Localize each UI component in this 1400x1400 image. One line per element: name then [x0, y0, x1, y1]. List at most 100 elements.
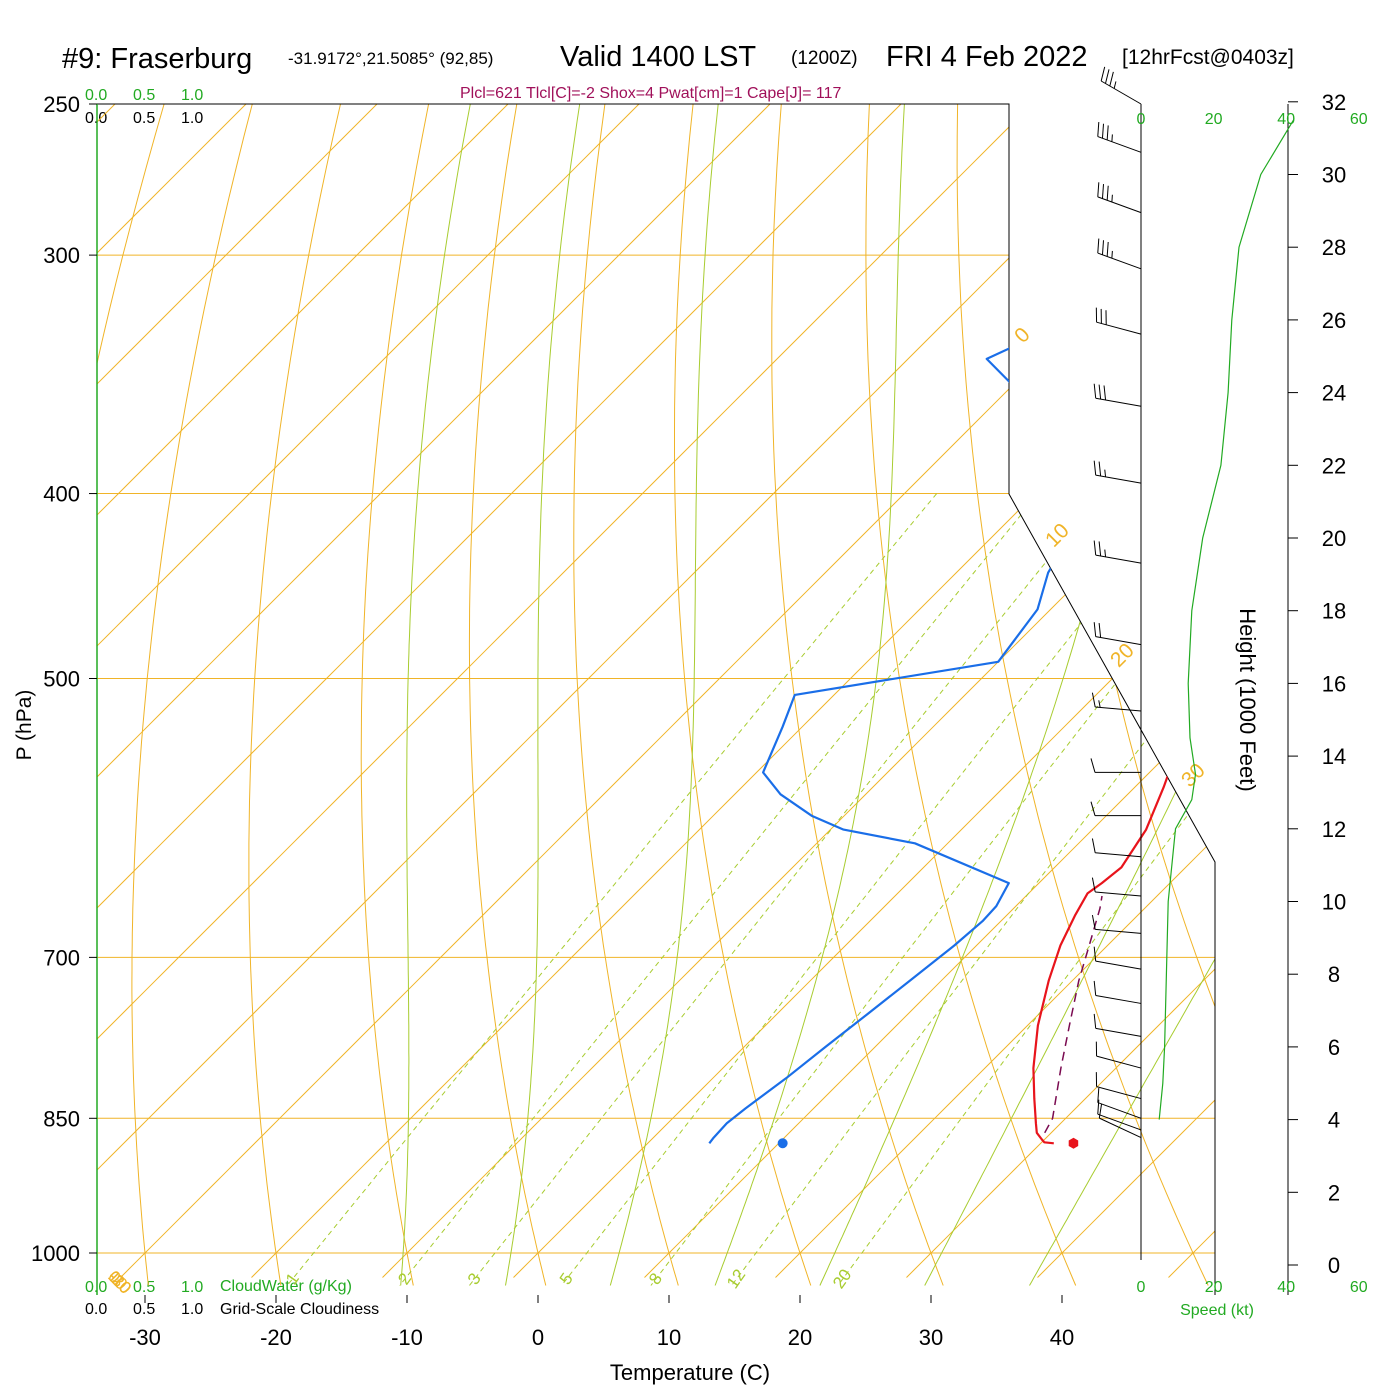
x-tick-label: 0	[532, 1325, 544, 1350]
isotherm-line	[906, 104, 1215, 1278]
wind-barb-staff	[1095, 1027, 1142, 1037]
wind-barb-flag	[1098, 541, 1102, 557]
wind-barb-flag	[1093, 1013, 1097, 1029]
wind-barb-flag	[1091, 877, 1096, 893]
forecast-date: FRI 4 Feb 2022	[886, 41, 1088, 73]
wind-barb-flag	[1090, 801, 1096, 816]
isotherm-line	[97, 104, 1164, 1278]
mixing-ratio-line	[286, 493, 938, 1286]
background-lines	[97, 104, 1400, 1286]
wind-speed-tick-top: 40	[1277, 111, 1295, 128]
y-tick-label: 250	[43, 92, 80, 117]
wind-barb-flag	[1098, 461, 1102, 477]
wind-barb-flag	[1100, 66, 1106, 82]
height-tick-label: 6	[1328, 1035, 1340, 1060]
wind-barb-half-flag	[1098, 700, 1101, 708]
mixing-ratio-label: 3	[464, 1270, 485, 1289]
surface-temperature-marker	[1068, 1137, 1079, 1149]
x-tick-label: -30	[129, 1325, 161, 1350]
isotherm-line	[1037, 104, 1215, 1278]
wind-barb-half-flag	[1104, 469, 1107, 477]
height-tick-label: 32	[1322, 90, 1346, 115]
wind-barb-flag	[1091, 914, 1096, 930]
isotherm-line	[97, 104, 640, 1278]
wind-barb-flag	[1097, 1088, 1100, 1103]
wind-barb-flag	[1101, 240, 1105, 255]
height-axis-title: Height (1000 Feet)	[1235, 608, 1260, 791]
wind-barb	[1095, 1072, 1142, 1100]
sounding-indices: Plcl=621 Tlcl[C]=-2 Shox=4 Pwat[cm]=1 Ca…	[460, 85, 841, 102]
wind-barb-half-flag	[1111, 194, 1113, 203]
top-cloudwater-tick-1: 0.5	[133, 87, 155, 104]
wind-speed-tick-top: 60	[1350, 111, 1368, 128]
x-tick-label: -20	[260, 1325, 292, 1350]
isotherm-label-right: 20	[1106, 639, 1139, 672]
top-cloudiness-tick-2: 1.0	[181, 110, 203, 127]
wind-barb	[1090, 801, 1141, 817]
wind-barb	[1093, 946, 1142, 970]
top-cloudwater-tick-2: 1.0	[181, 87, 203, 104]
wind-barb-staff	[1096, 321, 1142, 335]
height-tick-label: 8	[1328, 962, 1340, 987]
moist-adiabat-line	[819, 104, 1162, 1286]
isotherm-line	[97, 104, 771, 1278]
dry-adiabat-line	[1045, 104, 1215, 1286]
dry-adiabat-line	[956, 104, 1209, 1286]
wind-speed-tick-bottom: 20	[1205, 1279, 1223, 1296]
dry-adiabat-line	[865, 104, 1077, 1286]
wind-barb-flag	[1101, 123, 1105, 139]
wind-barb-flag	[1090, 758, 1096, 773]
bottom-cloudiness-tick-0: 0.0	[85, 1301, 107, 1318]
y-axis-title: P (hPa)	[13, 690, 36, 761]
moist-adiabat-line	[714, 104, 905, 1286]
wind-barb-flag	[1091, 838, 1096, 853]
moist-adiabat-line	[609, 104, 719, 1286]
height-tick-label: 0	[1328, 1253, 1340, 1278]
wind-speed-line	[1158, 119, 1295, 1120]
wind-barb-staff	[1097, 196, 1142, 214]
wind-barb-flag	[1105, 69, 1110, 84]
mixing-ratio-line	[399, 493, 1039, 1286]
isotherm-line	[775, 104, 1215, 1278]
moist-adiabat-line	[505, 104, 581, 1286]
wind-barb-staff	[1097, 252, 1142, 270]
plot-frame	[97, 103, 1216, 1295]
wind-speed-tick-bottom: 40	[1277, 1279, 1295, 1296]
isotherm-line	[97, 104, 247, 1278]
height-tick-label: 30	[1322, 163, 1346, 188]
wind-barb-flag	[1098, 623, 1102, 638]
x-tick-label: -10	[391, 1325, 423, 1350]
wind-barb	[1091, 838, 1142, 858]
wind-speed-panel: 0246810121416182022242628303200202040406…	[1137, 90, 1368, 1296]
wind-barbs	[1090, 66, 1142, 1260]
bottom-cloudiness-tick-1: 0.5	[133, 1301, 155, 1318]
isotherm-line	[1300, 104, 1400, 1278]
wind-barb-flag	[1106, 185, 1109, 201]
x-tick-label: 30	[919, 1325, 943, 1350]
height-tick-label: 2	[1328, 1180, 1340, 1205]
bottom-cloudwater-tick-2: 1.0	[181, 1279, 203, 1296]
y-tick-label: 850	[43, 1106, 80, 1131]
wind-barb-half-flag	[1113, 81, 1117, 89]
wind-barb	[1100, 66, 1142, 105]
wind-barb	[1095, 1041, 1142, 1069]
cloudiness-label: Grid-Scale Cloudiness	[220, 1301, 379, 1318]
wind-speed-tick-top: 20	[1205, 111, 1223, 128]
wind-barb-flag	[1098, 1103, 1103, 1119]
wind-barb-flag	[1106, 241, 1109, 257]
wind-speed-tick-bottom: 0	[1137, 1279, 1146, 1296]
wind-barb	[1093, 1013, 1142, 1037]
bottom-cloudiness-tick-2: 1.0	[181, 1301, 203, 1318]
y-axis: 250 300 400 500 700 850 1000	[31, 92, 97, 1266]
x-axis: -30 -20 -10 0 10 20 30 40	[129, 1295, 1074, 1350]
mixing-ratio-label: 8	[645, 1270, 666, 1289]
y-tick-label: 500	[43, 667, 80, 692]
wind-barb	[1095, 307, 1142, 335]
wind-barb-staff	[1097, 1113, 1142, 1131]
temperature-line	[1032, 120, 1215, 1145]
wind-barb-staff	[1095, 397, 1142, 407]
mixing-ratio-label: 20	[829, 1266, 855, 1292]
surface-dewpoint-marker	[777, 1138, 788, 1149]
wind-barb	[1097, 1088, 1142, 1119]
height-tick-label: 10	[1322, 890, 1346, 915]
